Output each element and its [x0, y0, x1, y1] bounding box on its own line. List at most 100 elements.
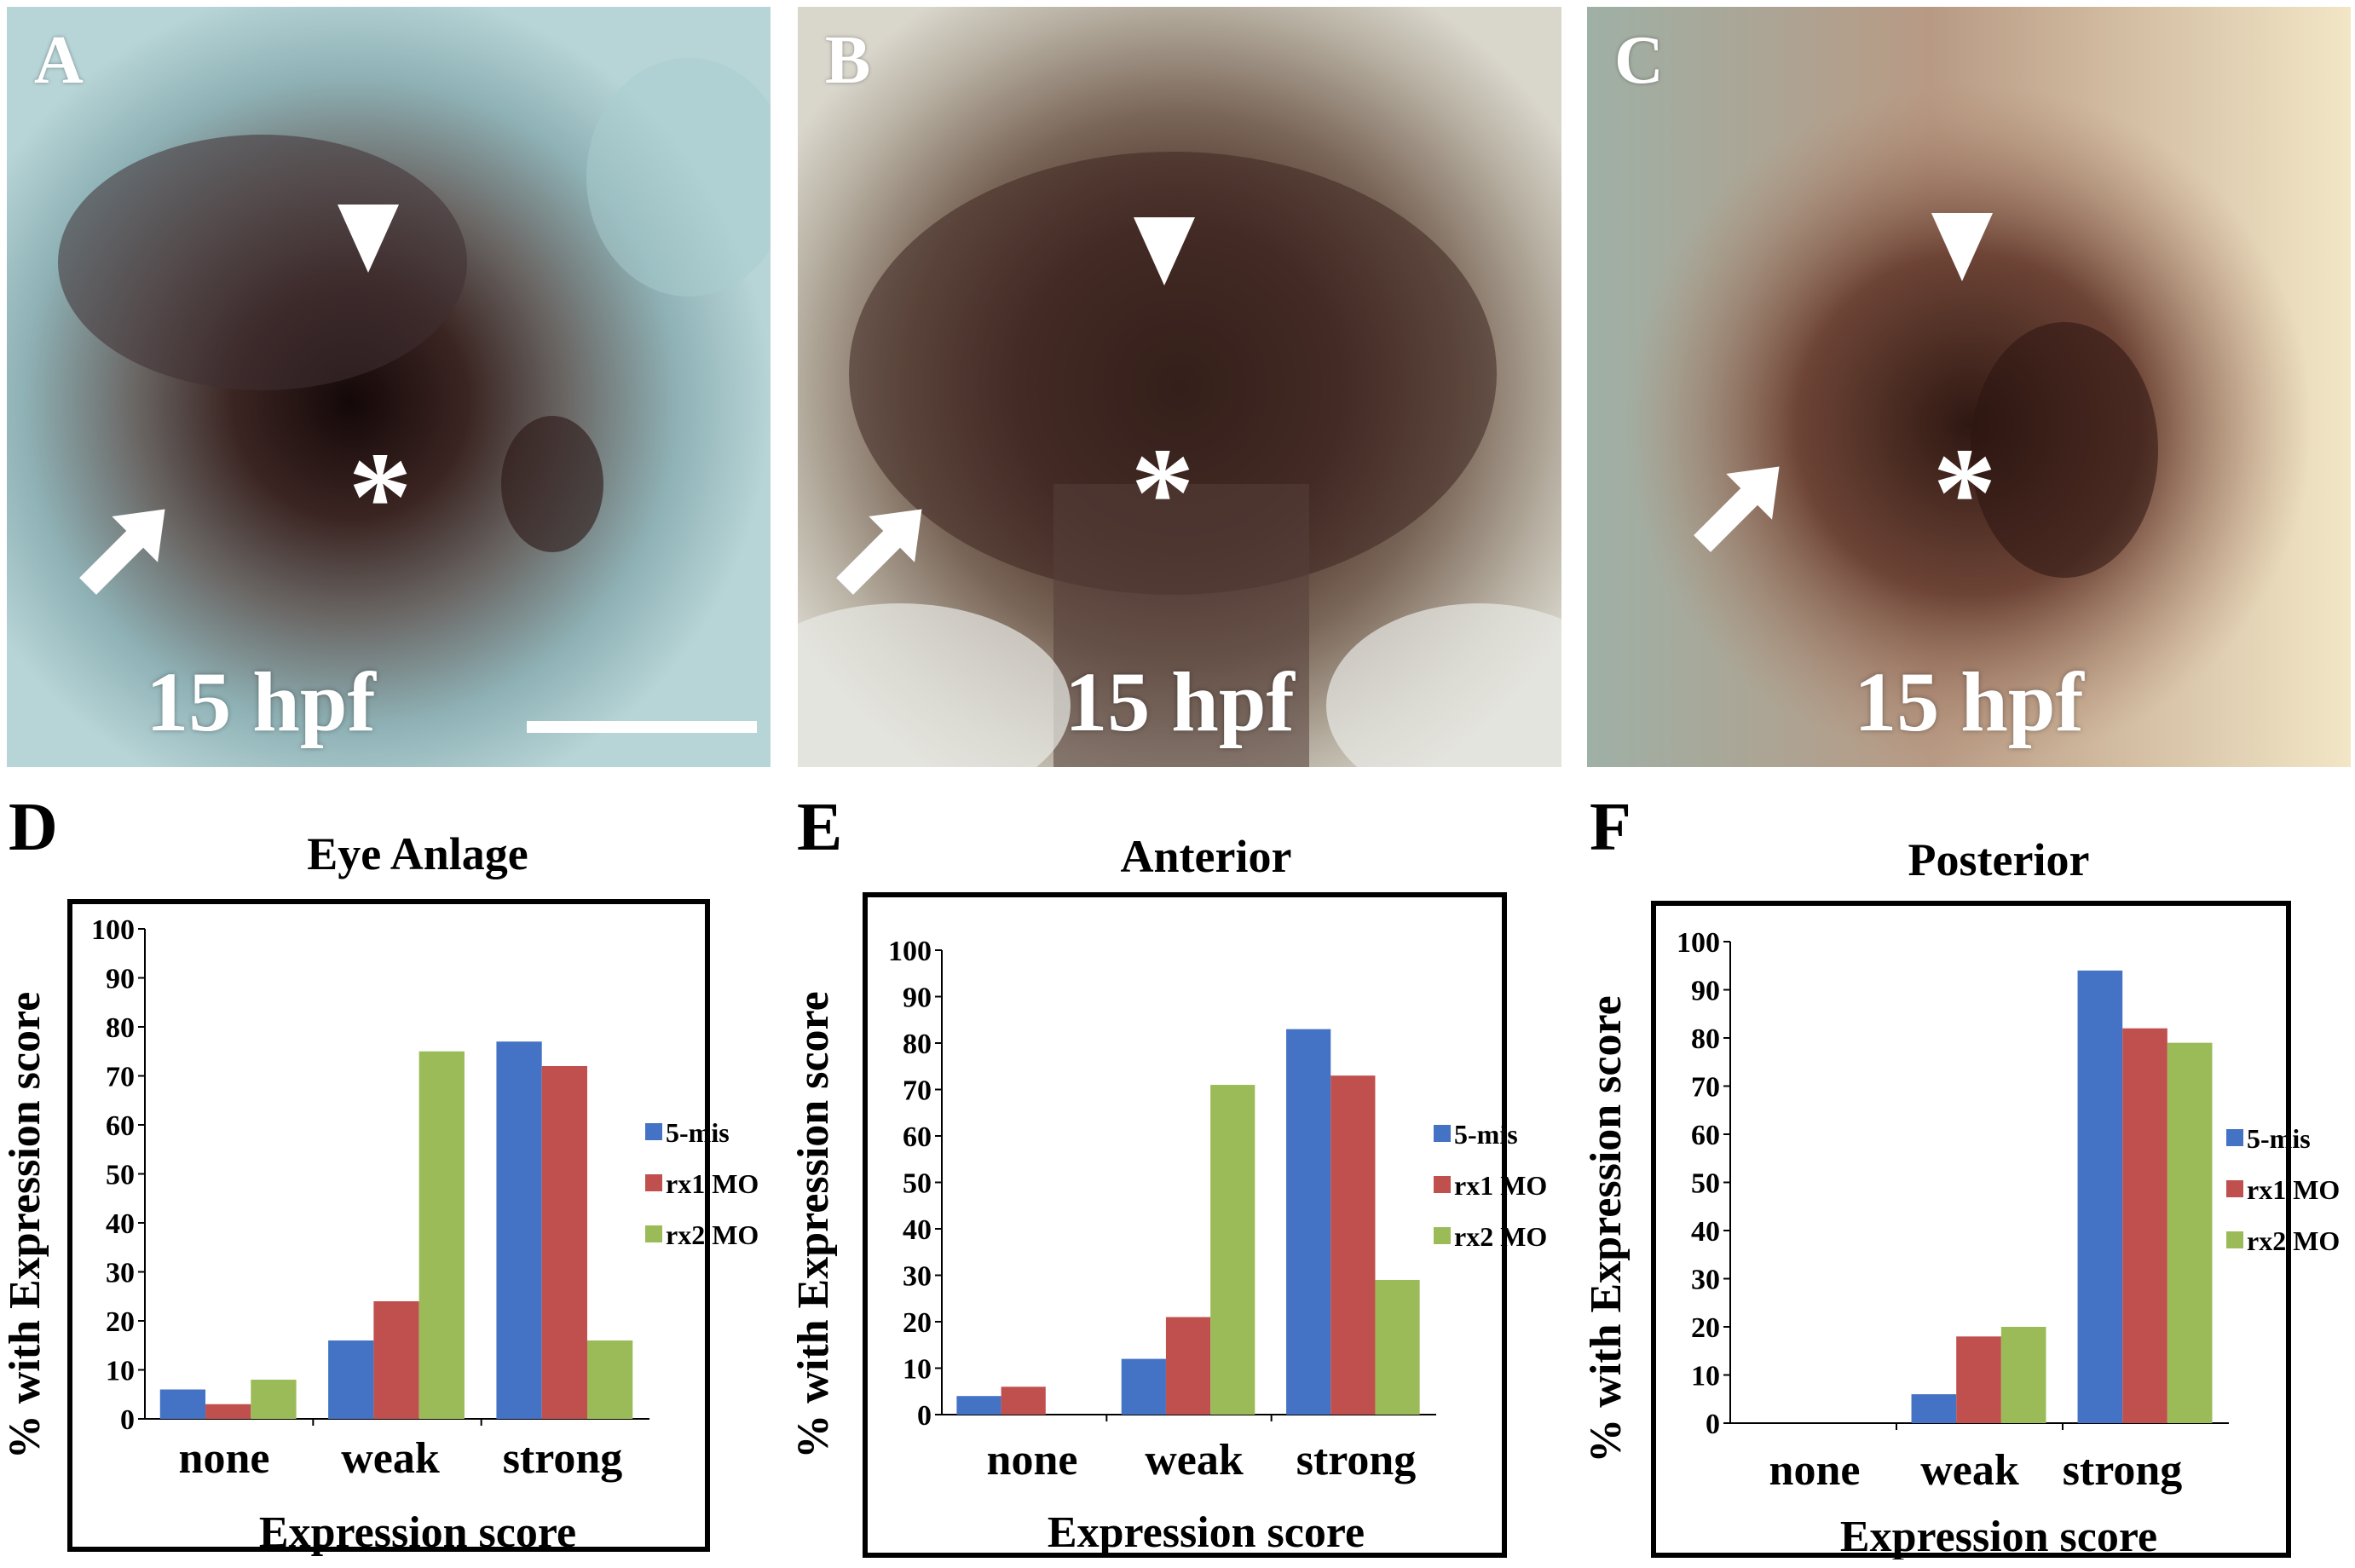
arrowhead-marker [1134, 217, 1195, 285]
arrow-marker [836, 509, 922, 595]
asterisk-marker: * [1131, 422, 1195, 563]
legend-label: rx2 MO [1454, 1221, 1547, 1252]
legend-swatch [1434, 1125, 1451, 1142]
y-tick-label: 30 [1691, 1265, 1720, 1296]
arrow-shape [79, 509, 165, 595]
panel-letter: A [34, 23, 84, 98]
y-tick-label: 20 [903, 1307, 932, 1339]
y-tick-label: 90 [106, 964, 135, 995]
x-axis-label: Expression score [259, 1508, 576, 1557]
y-tick-label: 90 [903, 983, 932, 1014]
legend-label: 5-mis [666, 1117, 730, 1148]
bar [541, 1066, 587, 1419]
category-label: strong [1296, 1436, 1417, 1484]
legend-label: rx2 MO [666, 1219, 759, 1250]
y-tick-label: 80 [903, 1029, 932, 1060]
bar [205, 1404, 251, 1419]
bar [2077, 970, 2123, 1423]
category-label: strong [503, 1434, 623, 1483]
photo-panel-b: * B 15 hpf [798, 7, 1561, 767]
y-tick-label: 50 [106, 1160, 135, 1191]
y-tick-label: 30 [903, 1261, 932, 1293]
category-label: none [987, 1436, 1078, 1484]
legend-swatch [645, 1123, 662, 1140]
panel-letter: C [1614, 23, 1664, 98]
bar [496, 1041, 542, 1419]
y-tick-label: 10 [903, 1354, 932, 1386]
panel-letter: F [1590, 790, 1631, 865]
chart-panel-d: Eye Anlage 0 10 20 30 40 50 60 70 80 90 100 none weak… [0, 790, 784, 1559]
y-tick-label: 0 [917, 1400, 932, 1432]
scale-bar [527, 721, 757, 733]
y-tick-label: 90 [1691, 976, 1720, 1007]
legend-swatch [645, 1225, 662, 1242]
arrowhead-marker [338, 205, 399, 273]
y-tick-label: 20 [1691, 1312, 1720, 1344]
bar [373, 1301, 419, 1419]
panel-letter: D [9, 790, 58, 865]
legend-swatch [2226, 1180, 2243, 1197]
bar [2122, 1028, 2167, 1423]
y-tick-label: 60 [106, 1110, 135, 1142]
chart-title: Eye Anlage [307, 828, 528, 879]
y-tick-label: 80 [1691, 1023, 1720, 1055]
bar [328, 1340, 374, 1419]
photo-panel-a: * A 15 hpf [7, 7, 771, 767]
bar [1165, 1317, 1211, 1415]
x-axis-label: Expression score [1840, 1513, 2157, 1559]
legend-label: 5-mis [2247, 1123, 2311, 1154]
category-label: strong [2063, 1446, 2183, 1495]
y-tick-label: 40 [1691, 1216, 1720, 1248]
x-axis-label: Expression score [1048, 1508, 1365, 1557]
bar-chart: Posterior 0 10 20 30 40 50 60 70 80 90 100 none weak s… [1582, 834, 2340, 1559]
y-tick-label: 10 [1691, 1361, 1720, 1392]
chart-frame [1651, 901, 2291, 1558]
y-tick-label: 70 [1691, 1072, 1720, 1104]
asterisk-marker: * [1933, 422, 1997, 563]
embryo-image-c: * [1587, 7, 2351, 767]
y-tick-label: 70 [903, 1075, 932, 1107]
chart-title: Posterior [1908, 834, 2090, 885]
category-label: none [1769, 1446, 1861, 1495]
chart-frame [863, 892, 1507, 1558]
y-tick-label: 100 [91, 914, 135, 946]
stage-label: 15 hpf [1854, 654, 2084, 749]
asterisk-marker: * [349, 426, 413, 568]
photo-panel-c: * C 15 hpf [1587, 7, 2351, 767]
y-tick-label: 20 [106, 1306, 135, 1338]
chart-panel-f: Posterior 0 10 20 30 40 50 60 70 80 90 100 none weak s… [1581, 790, 2355, 1559]
y-tick-label: 100 [888, 936, 932, 967]
category-label: none [179, 1434, 270, 1483]
bar [159, 1389, 206, 1419]
legend-swatch [645, 1174, 662, 1191]
stage-label: 15 hpf [146, 654, 376, 749]
bar [586, 1340, 633, 1419]
chart-panel-e: Anterior 0 10 20 30 40 50 60 70 80 90 100 none weak st… [788, 790, 1573, 1559]
legend-swatch [2226, 1129, 2243, 1146]
legend-label: rx1 MO [1454, 1170, 1547, 1201]
category-label: weak [1920, 1446, 2019, 1495]
chart-frame [67, 899, 710, 1552]
y-tick-label: 0 [1706, 1409, 1720, 1440]
y-tick-label: 80 [106, 1012, 135, 1044]
chart-title: Anterior [1121, 831, 1292, 882]
y-tick-label: 50 [903, 1168, 932, 1200]
bar [2000, 1327, 2046, 1423]
panel-letter: B [825, 23, 871, 98]
y-tick-label: 60 [903, 1121, 932, 1153]
bar [418, 1051, 465, 1419]
bar [1210, 1085, 1255, 1415]
bar [251, 1380, 297, 1419]
bar [956, 1396, 1001, 1415]
y-tick-label: 10 [106, 1356, 135, 1387]
bar [1330, 1075, 1376, 1415]
bar [1121, 1358, 1166, 1415]
arrow-shape [836, 509, 922, 595]
y-tick-label: 70 [106, 1062, 135, 1093]
y-tick-label: 40 [106, 1208, 135, 1240]
stage-label: 15 hpf [1065, 654, 1295, 749]
y-tick-label: 40 [903, 1214, 932, 1246]
legend-label: rx2 MO [2247, 1225, 2340, 1256]
bar [1911, 1394, 1957, 1423]
legend-label: rx1 MO [666, 1168, 759, 1199]
